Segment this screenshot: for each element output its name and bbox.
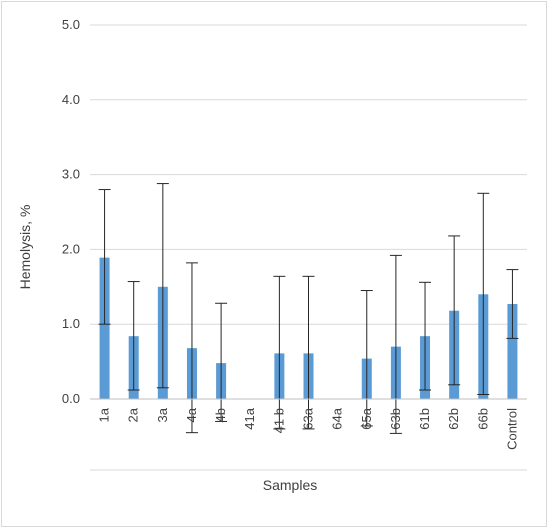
y-tick-label: 0.0 [62, 391, 80, 406]
y-tick-label: 5.0 [62, 17, 80, 32]
y-tick-labels: 0.0 1.0 2.0 3.0 4.0 5.0 [62, 17, 80, 406]
y-tick-label: 4.0 [62, 92, 80, 107]
x-tick-label: 63a [301, 407, 316, 429]
x-tick-label: 66b [475, 408, 490, 430]
x-tick-label: 61b [417, 408, 432, 430]
x-tick-label: Control [504, 408, 519, 450]
x-axis-title: Samples [263, 477, 317, 493]
x-tick-label: 62b [446, 408, 461, 430]
x-tick-label: 63b [388, 408, 403, 430]
bar [507, 304, 518, 399]
x-axis [90, 398, 527, 471]
x-tick-label: 41 b [271, 408, 286, 433]
x-tick-label: 3a [155, 407, 170, 422]
x-tick-label: 41a [242, 407, 257, 429]
x-tick-label: 4b [213, 408, 228, 422]
y-tick-label: 2.0 [62, 241, 80, 256]
x-tick-label: 64a [330, 407, 345, 429]
x-tick-label: 4a [184, 407, 199, 422]
x-tick-labels: 1a 2a 3a 4a 4b 41a 41 b 63a 64a 65a 63b 61b 62b 66b Co… [97, 407, 520, 450]
x-tick-label: 2a [126, 407, 141, 422]
y-tick-label: 3.0 [62, 167, 80, 182]
x-tick-label: 65a [359, 407, 374, 429]
y-tick-label: 1.0 [62, 316, 80, 331]
error-bars [98, 183, 519, 434]
y-axis-title: Hemolysis, % [17, 205, 33, 290]
x-tick-label: 1a [97, 407, 112, 422]
bar [99, 257, 110, 399]
